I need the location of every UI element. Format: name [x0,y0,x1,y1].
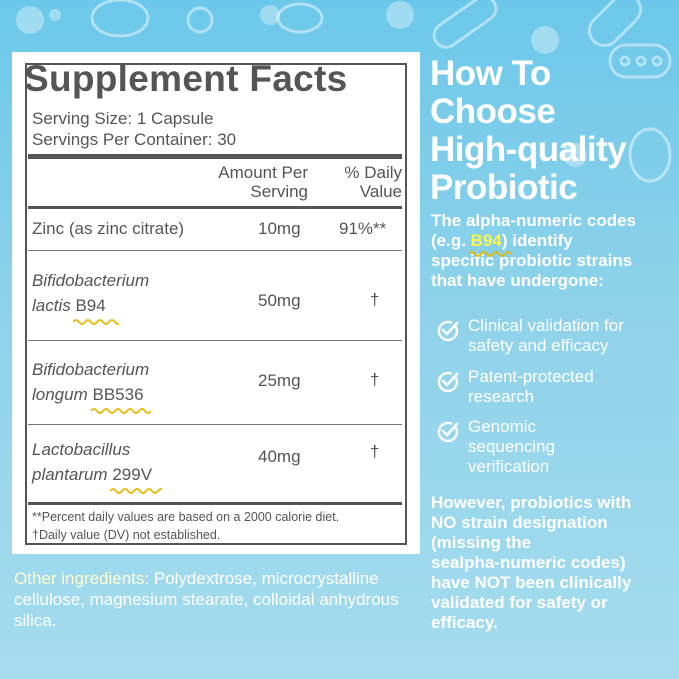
ingredient-name-lactis: Bifidobacterium lactis B94 [32,268,149,325]
ingredient-amount-longum: 25mg [258,371,301,390]
supplement-facts-panel [12,52,420,554]
divider-row [28,250,402,251]
ingredient-dv-plantarum: † [370,442,380,461]
strain-code-299v: 299V [112,465,153,484]
ingredient-name-plantarum: Lactobacillus plantarum 299V [32,437,163,494]
serving-size: Serving Size: 1 Capsule [32,109,214,128]
supplement-facts-title: Supplement Facts [24,58,348,99]
squiggle-underline-icon [468,251,512,257]
servings-per-container: Servings Per Container: 30 [32,130,237,149]
strain-code-b94: B94 [75,296,106,315]
other-ingredients-text: Polydextrose, microcrystalline cellulose… [14,569,399,630]
supplement-facts-border [25,63,407,545]
divider-thick [28,154,402,159]
divider-row [28,424,402,425]
divider-row [28,340,402,341]
ingredient-dv-longum: † [370,370,380,389]
warning-paragraph: However, probiotics with NO strain desig… [431,493,632,632]
squiggle-underline-icon [90,408,151,414]
ingredient-dv-lactis: † [370,290,380,309]
intro-paragraph: The alpha-numeric codes (e.g. B94) ident… [431,211,636,290]
other-ingredients-label: Other ingredients: [14,569,150,588]
divider-header [28,206,402,209]
check-circle-icon [437,421,459,443]
squiggle-underline-icon [110,488,163,494]
other-ingredients: Other ingredients: Polydextrose, microcr… [14,568,414,631]
strain-code-bb536: BB536 [92,385,144,404]
ingredient-name-longum: Bifidobacterium longum BB536 [32,357,151,414]
footnote-percent-daily: **Percent daily values are based on a 20… [32,510,340,524]
highlighted-code-b94: B94 [468,231,512,257]
daily-value-column-header: % Daily Value [344,163,402,201]
ingredient-dv-zinc: 91%** [339,219,387,238]
check-circle-icon [437,371,459,393]
ingredient-amount-plantarum: 40mg [258,447,301,466]
ingredient-amount-zinc: 10mg [258,219,301,238]
amount-column-header: Amount Per Serving [218,163,308,201]
ingredient-amount-lactis: 50mg [258,291,301,310]
headline: How To Choose High-quality Probiotic [430,54,627,207]
check-circle-icon [437,320,459,342]
footnote-dv-not-established: †Daily value (DV) not established. [32,528,221,542]
squiggle-underline-icon [73,319,120,325]
ingredient-name-zinc: Zinc (as zinc citrate) [32,219,185,238]
divider-footer [28,502,402,505]
